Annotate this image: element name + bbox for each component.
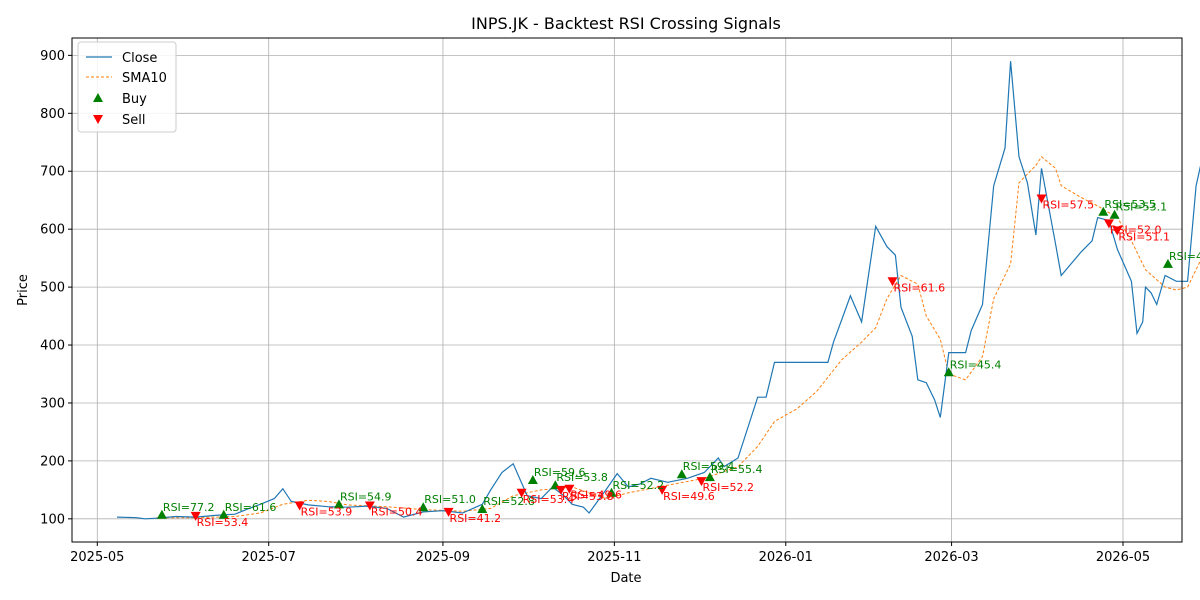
legend-box — [77, 41, 177, 133]
sell-marker — [190, 511, 201, 521]
sma10-series — [156, 156, 1200, 519]
buy-marker — [333, 499, 344, 509]
legend-buy-marker — [93, 93, 103, 102]
y-tick-label: 300 — [40, 396, 65, 411]
y-tick-label: 700 — [40, 165, 65, 180]
sell-annotation: RSI=41.2 — [450, 512, 502, 525]
buy-marker — [676, 469, 687, 479]
signal-markers — [156, 194, 1173, 521]
x-tick-label: 2025-09 — [416, 550, 470, 565]
buy-annotation: RSI=53.5 — [1104, 198, 1156, 211]
buy-marker — [1162, 258, 1173, 268]
y-tick-label: 400 — [40, 339, 65, 354]
y-tick-label: 900 — [40, 49, 65, 64]
legend-sell-label: Sell — [122, 113, 145, 128]
buy-marker — [218, 509, 229, 519]
buy-marker — [418, 502, 429, 512]
sell-marker — [887, 277, 898, 287]
sell-marker — [555, 485, 566, 495]
sell-annotation: RSI=52.2 — [702, 481, 754, 494]
y-tick-label: 200 — [40, 454, 65, 469]
close-series — [116, 61, 1200, 520]
x-tick-label: 2025-05 — [70, 550, 124, 565]
y-tick-label: 800 — [40, 107, 65, 122]
sell-annotation: RSI=53.8 — [562, 490, 614, 503]
buy-annotation: RSI=49.8 — [1169, 250, 1200, 263]
plot-frame — [71, 37, 1183, 543]
buy-marker — [606, 487, 617, 497]
legend: Close SMA10 Buy Sell — [77, 41, 177, 133]
buy-marker — [477, 503, 488, 513]
sell-marker — [1103, 219, 1114, 229]
buy-annotation: RSI=53.1 — [1116, 201, 1168, 214]
buy-annotation: RSI=61.6 — [225, 501, 277, 514]
sell-marker — [657, 485, 668, 495]
buy-marker — [704, 472, 715, 482]
buy-annotation: RSI=52.2 — [613, 479, 665, 492]
sell-marker — [516, 488, 527, 498]
buy-annotation: RSI=54.9 — [340, 490, 392, 503]
x-tick-label: 2025-07 — [242, 550, 296, 565]
sell-annotation: RSI=52.0 — [1110, 223, 1162, 236]
sell-annotation: RSI=53.4 — [523, 493, 575, 506]
y-tick-label: 100 — [40, 512, 65, 527]
x-tick-label: 2026-03 — [924, 550, 978, 565]
buy-annotation: RSI=51.0 — [424, 493, 476, 506]
sell-annotation: RSI=53.4 — [197, 516, 249, 529]
signal-annotations: RSI=77.2 RSI=61.6 RSI=54.9 RSI=51.0 RSI=52.8… — [163, 198, 1200, 529]
buy-annotation: RSI=52.8 — [483, 495, 535, 508]
buy-marker — [156, 509, 167, 519]
x-tick-label: 2026-01 — [759, 550, 813, 565]
sell-annotation: RSI=53.9 — [301, 506, 353, 519]
legend-buy-label: Buy — [122, 92, 147, 107]
grid — [72, 38, 1182, 542]
buy-marker — [527, 475, 538, 485]
sell-marker — [1036, 194, 1047, 204]
sell-annotation: RSI=50.4 — [371, 506, 423, 519]
sell-annotation: RSI=61.6 — [894, 281, 946, 294]
legend-sma10-label: SMA10 — [122, 71, 167, 86]
y-axis-label: Price — [16, 274, 31, 306]
y-axis-ticks: 100 200 300 400 500 600 700 800 900 — [40, 49, 72, 527]
sma10-line — [156, 156, 1200, 519]
sell-annotation: RSI=49.6 — [570, 489, 622, 502]
buy-marker — [1109, 209, 1120, 219]
sell-marker — [1112, 226, 1123, 236]
x-axis-ticks: 2025-05 2025-07 2025-09 2025-11 2026-01 2026-… — [70, 542, 1150, 565]
sell-annotation: RSI=51.1 — [1118, 230, 1170, 243]
buy-annotation: RSI=59.6 — [534, 466, 586, 479]
buy-annotation: RSI=55.4 — [711, 463, 763, 476]
close-line — [116, 61, 1200, 520]
buy-annotation: RSI=77.2 — [163, 501, 215, 514]
sell-marker — [696, 477, 707, 487]
buy-marker — [1098, 206, 1109, 216]
y-tick-label: 600 — [40, 223, 65, 238]
buy-annotation: RSI=45.4 — [950, 358, 1002, 371]
buy-annotation: RSI=53.8 — [556, 471, 608, 484]
sell-marker — [564, 484, 575, 494]
sell-marker — [294, 501, 305, 511]
sell-annotation: RSI=57.5 — [1042, 198, 1094, 211]
chart-title: INPS.JK - Backtest RSI Crossing Signals — [471, 14, 781, 33]
legend-sell-marker — [93, 115, 103, 124]
legend-close-label: Close — [122, 51, 157, 66]
y-tick-label: 500 — [40, 281, 65, 296]
sell-annotation: RSI=49.6 — [663, 490, 715, 503]
buy-marker — [943, 367, 954, 377]
x-tick-label: 2025-11 — [587, 550, 641, 565]
x-tick-label: 2026-05 — [1096, 550, 1150, 565]
x-axis-label: Date — [610, 571, 641, 586]
sell-marker — [443, 507, 454, 517]
sell-marker — [364, 501, 375, 511]
buy-annotation: RSI=59.4 — [683, 460, 735, 473]
